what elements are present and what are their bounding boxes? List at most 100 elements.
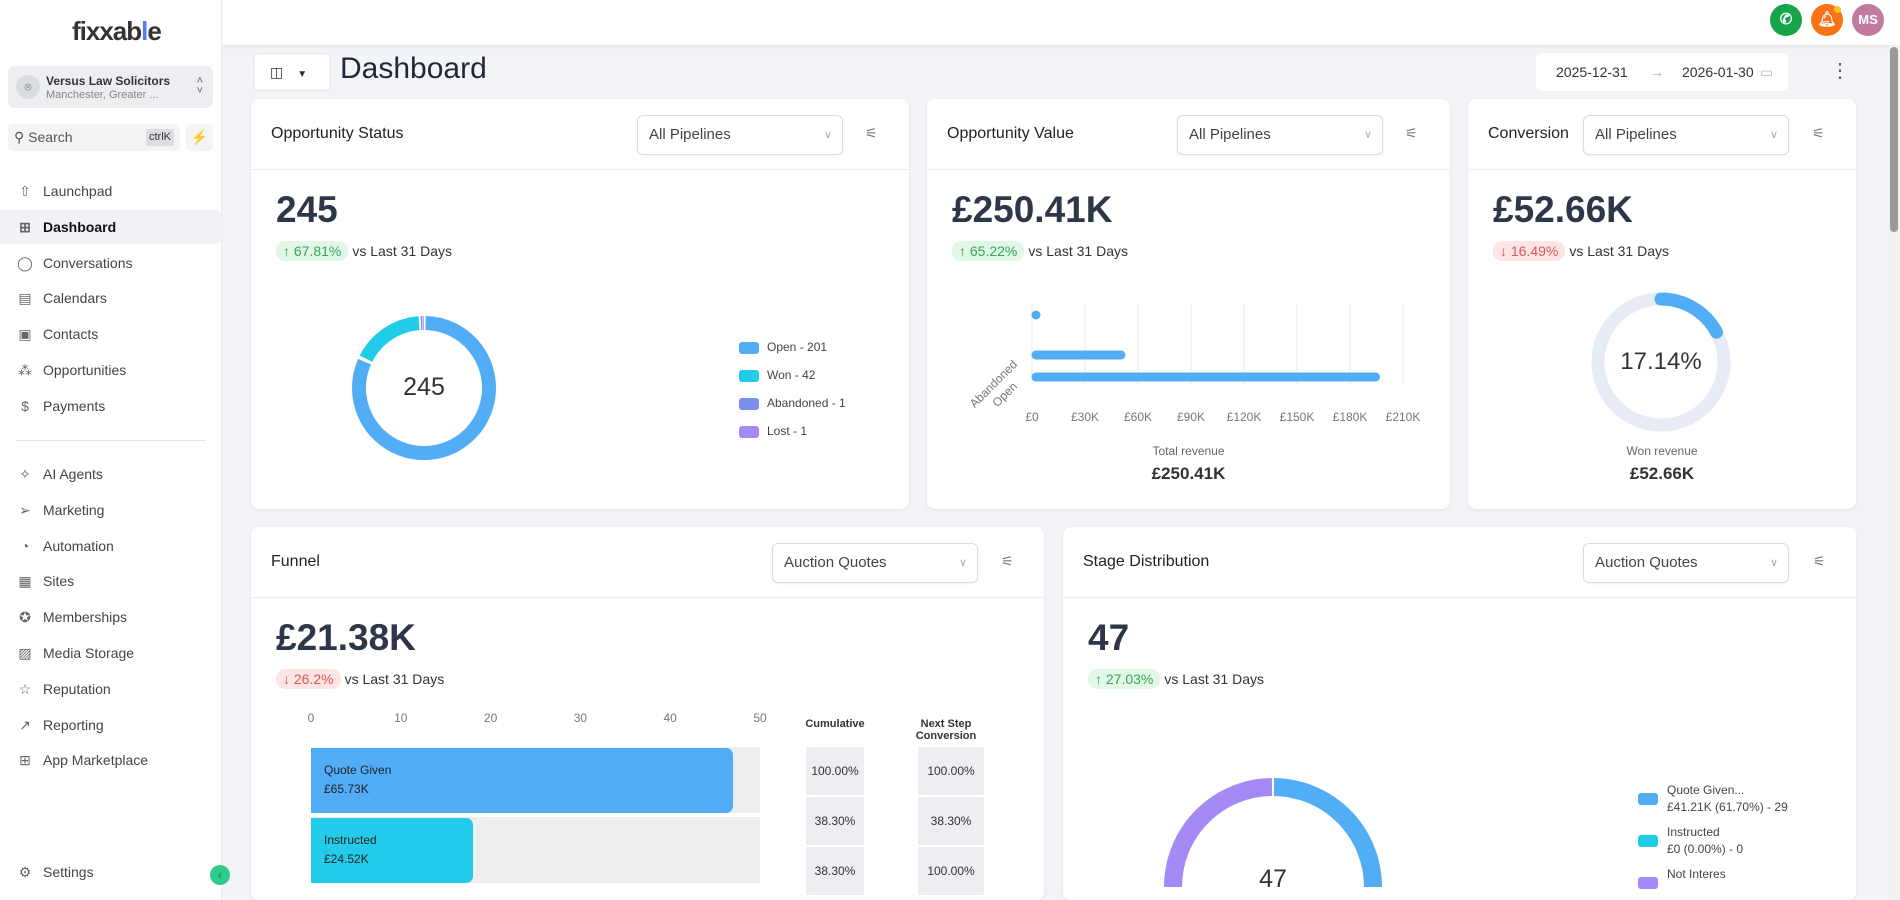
sidebar-item-app-marketplace[interactable]: ⊞ App Marketplace bbox=[0, 743, 222, 777]
dashboard-icon: ⊞ bbox=[19, 218, 31, 235]
x-tick-label: £30K bbox=[1070, 410, 1100, 424]
pipeline-select[interactable]: Auction Quotes ∨ bbox=[772, 543, 978, 583]
filter-button[interactable]: ⚟ bbox=[1813, 553, 1826, 570]
funnel-bar[interactable] bbox=[311, 818, 473, 883]
next-step-cell: 38.30% bbox=[918, 797, 984, 845]
sidebar-item-launchpad[interactable]: ⇧ Launchpad bbox=[0, 174, 222, 208]
account-location: Manchester, Greater ... bbox=[46, 89, 159, 101]
chat-icon: ◯ bbox=[17, 254, 33, 271]
legend-item[interactable]: Lost - 1 bbox=[739, 424, 807, 438]
sliders-icon: ⚟ bbox=[1812, 125, 1825, 141]
gear-icon: ⚙ bbox=[18, 864, 32, 880]
metric-value: £21.38K bbox=[276, 617, 416, 658]
x-tick-label: £210K bbox=[1385, 410, 1421, 424]
next-step-cell: 100.00% bbox=[918, 847, 984, 895]
legend-item[interactable]: Won - 42 bbox=[739, 368, 815, 382]
pipeline-select-value: Auction Quotes bbox=[1595, 554, 1698, 571]
sidebar-item-opportunities[interactable]: ⁂ Opportunities bbox=[0, 353, 222, 387]
chevron-down-icon: ∨ bbox=[1769, 557, 1778, 569]
legend-detail: £41.21K (61.70%) - 29 bbox=[1667, 800, 1788, 814]
pipeline-select[interactable]: All Pipelines ∨ bbox=[1583, 115, 1789, 155]
sidebar-item-ai-agents[interactable]: ✧ AI Agents bbox=[0, 457, 222, 491]
filter-button[interactable]: ⚟ bbox=[1001, 553, 1014, 570]
sidebar-item-label: Media Storage bbox=[43, 645, 135, 661]
sidebar-item-memberships[interactable]: ✪ Memberships bbox=[0, 600, 222, 634]
layout-icon: ◫ bbox=[270, 64, 284, 80]
x-tick-label: £0 bbox=[1025, 410, 1039, 424]
chevron-left-icon: ‹ bbox=[218, 868, 222, 882]
donut-slice[interactable] bbox=[1164, 778, 1273, 888]
notification-dot bbox=[1834, 6, 1841, 13]
phone-button[interactable]: ✆ bbox=[1770, 4, 1802, 36]
sidebar-item-label: Automation bbox=[43, 537, 114, 554]
legend-swatch bbox=[1638, 877, 1658, 889]
compare-label: vs Last 31 Days bbox=[1164, 671, 1264, 687]
funnel-bar[interactable] bbox=[311, 748, 734, 813]
sliders-icon: ⚟ bbox=[1813, 553, 1826, 569]
change-badge: ↓ 16.49% bbox=[1493, 241, 1566, 261]
filter-button[interactable]: ⚟ bbox=[865, 125, 878, 142]
legend-item[interactable]: Open - 201 bbox=[739, 340, 827, 354]
sliders-icon: ⚟ bbox=[865, 125, 878, 141]
next-step-cell: 100.00% bbox=[918, 747, 984, 795]
sidebar-item-calendars[interactable]: ▤ Calendars bbox=[0, 281, 222, 315]
sidebar-item-sites[interactable]: ▦ Sites bbox=[0, 564, 222, 598]
legend-item[interactable]: Abandoned - 1 bbox=[739, 396, 846, 410]
filter-button[interactable]: ⚟ bbox=[1812, 125, 1825, 142]
card-title: Opportunity Status bbox=[271, 125, 404, 142]
sidebar-item-conversations[interactable]: ◯ Conversations bbox=[0, 246, 222, 280]
sidebar-item-automation[interactable]: ◔ Automation bbox=[0, 529, 222, 563]
sidebar-item-settings[interactable]: ⚙ Settings bbox=[0, 855, 222, 889]
stage-amount: £65.73K bbox=[324, 782, 369, 796]
sliders-icon: ⚟ bbox=[1405, 125, 1418, 141]
filter-button[interactable]: ⚟ bbox=[1405, 125, 1418, 142]
sidebar-item-label: Launchpad bbox=[43, 183, 113, 199]
scrollbar[interactable] bbox=[1888, 45, 1900, 900]
sidebar-item-media-storage[interactable]: ▨ Media Storage bbox=[0, 636, 222, 670]
sidebar-item-dashboard[interactable]: ⊞ Dashboard bbox=[0, 209, 222, 244]
sidebar-divider bbox=[16, 440, 206, 441]
sidebar-item-contacts[interactable]: ▣ Contacts bbox=[0, 317, 222, 351]
date-from: 2025-12-31 bbox=[1556, 64, 1628, 80]
pipeline-select[interactable]: All Pipelines ∨ bbox=[1177, 115, 1383, 155]
opportunity-value-card: Opportunity Value All Pipelines ∨ ⚟ £250.… bbox=[927, 99, 1450, 509]
metric-value: £52.66K bbox=[1493, 189, 1633, 230]
legend-label: Abandoned - 1 bbox=[767, 396, 846, 410]
account-switcher[interactable]: ⌾ Versus Law Solicitors Manchester, Grea… bbox=[8, 66, 213, 108]
scrollbar-thumb[interactable] bbox=[1890, 47, 1898, 232]
send-icon: ➢ bbox=[19, 501, 31, 518]
opportunity-status-card: Opportunity Status All Pipelines ∨ ⚟ 245 … bbox=[251, 99, 909, 509]
x-tick-label: £90K bbox=[1176, 410, 1206, 424]
phone-icon: ✆ bbox=[1779, 11, 1793, 28]
notifications-button[interactable]: 🔔︎ bbox=[1811, 4, 1843, 36]
search-input[interactable]: ⚲ Search ctrlK bbox=[8, 124, 180, 151]
card-title: Opportunity Value bbox=[947, 125, 1074, 142]
layout-toggle-button[interactable]: ◫ ▼ bbox=[253, 53, 331, 91]
donut-slice[interactable] bbox=[352, 316, 496, 460]
pipeline-select[interactable]: Auction Quotes ∨ bbox=[1583, 543, 1789, 583]
payments-icon: $ bbox=[21, 397, 29, 414]
legend-swatch bbox=[1638, 835, 1658, 847]
avatar[interactable]: MS bbox=[1852, 4, 1884, 36]
sidebar-item-payments[interactable]: $ Payments bbox=[0, 389, 222, 423]
next-step-header: Next Step Conversion bbox=[915, 718, 977, 742]
quick-action-button[interactable]: ⚡ bbox=[186, 124, 213, 151]
collapse-sidebar-button[interactable]: ‹ bbox=[210, 865, 230, 885]
donut-slice[interactable] bbox=[359, 316, 420, 363]
sidebar-item-label: Payments bbox=[43, 397, 106, 414]
more-options-button[interactable]: ⋮ bbox=[1830, 58, 1850, 83]
sidebar-item-marketing[interactable]: ➢ Marketing bbox=[0, 493, 222, 527]
donut-slice[interactable] bbox=[1273, 778, 1382, 888]
opportunities-icon: ⁂ bbox=[18, 362, 32, 378]
search-placeholder: Search bbox=[28, 129, 73, 145]
date-range-picker[interactable]: 2025-12-31 → 2026-01-30 ▭ bbox=[1536, 53, 1788, 91]
automation-icon: ◔ bbox=[20, 537, 30, 554]
pipeline-select[interactable]: All Pipelines ∨ bbox=[637, 115, 843, 155]
conversion-card: Conversion All Pipelines ∨ ⚟ £52.66K ↓ 16… bbox=[1468, 99, 1856, 509]
x-tick-label: 50 bbox=[753, 711, 767, 725]
sidebar-item-reputation[interactable]: ☆ Reputation bbox=[0, 672, 222, 706]
sidebar-item-reporting[interactable]: ↗ Reporting bbox=[0, 708, 222, 742]
x-tick-label: 10 bbox=[394, 711, 408, 725]
launchpad-icon: ⇧ bbox=[19, 183, 31, 199]
footer-value: £52.66K bbox=[1629, 464, 1695, 483]
